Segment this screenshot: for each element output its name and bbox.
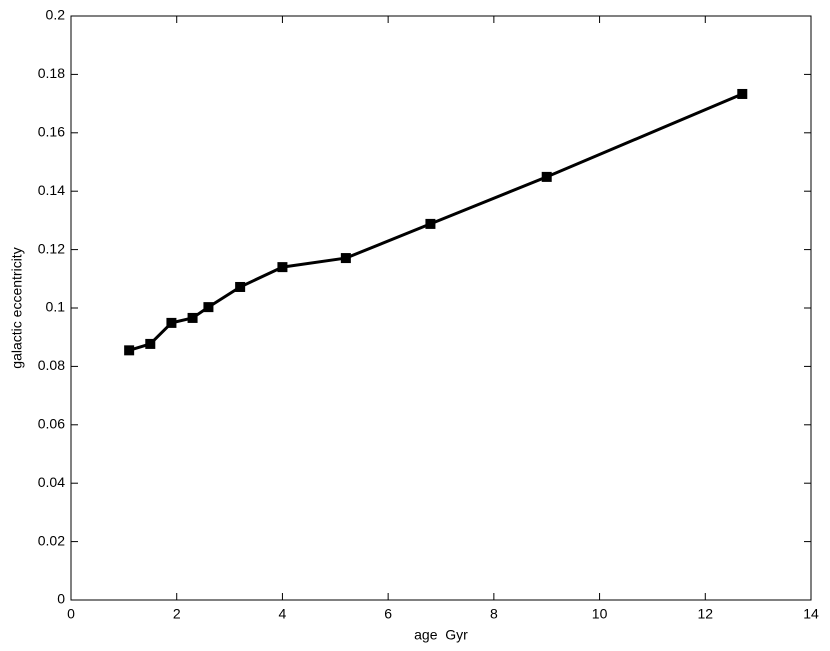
y-tick-label: 0.1 <box>46 299 66 315</box>
x-tick-label: 0 <box>67 606 75 622</box>
x-tick-label: 2 <box>173 606 181 622</box>
data-marker <box>166 317 177 328</box>
data-marker <box>541 171 552 182</box>
y-tick-label: 0.16 <box>38 124 65 140</box>
y-tick-label: 0.04 <box>38 474 65 490</box>
y-axis-label: galactic eccentricity <box>9 247 25 368</box>
x-tick-label: 12 <box>697 606 713 622</box>
x-tick-label: 10 <box>592 606 608 622</box>
data-marker <box>340 253 351 264</box>
y-tick-label: 0.08 <box>38 357 65 373</box>
y-tick-label: 0 <box>57 591 65 607</box>
x-tick-label: 14 <box>803 606 819 622</box>
y-tick-label: 0.12 <box>38 240 65 256</box>
data-marker <box>425 218 436 229</box>
data-marker <box>124 345 135 356</box>
data-marker <box>187 312 198 323</box>
data-marker <box>737 88 748 99</box>
data-line <box>128 92 743 352</box>
data-marker <box>145 338 156 349</box>
x-tick-label: 4 <box>279 606 287 622</box>
y-tick-label: 0.2 <box>46 7 66 23</box>
x-tick-label: 8 <box>490 606 498 622</box>
plot-frame <box>70 15 812 601</box>
data-marker <box>203 302 214 313</box>
data-marker <box>277 262 288 273</box>
data-marker <box>235 281 246 292</box>
x-tick-label: 6 <box>384 606 392 622</box>
x-axis-label: age Gyr <box>414 627 468 643</box>
y-tick-label: 0.18 <box>38 65 65 81</box>
y-tick-label: 0.02 <box>38 532 65 548</box>
y-tick-label: 0.06 <box>38 416 65 432</box>
y-tick-label: 0.14 <box>38 182 65 198</box>
